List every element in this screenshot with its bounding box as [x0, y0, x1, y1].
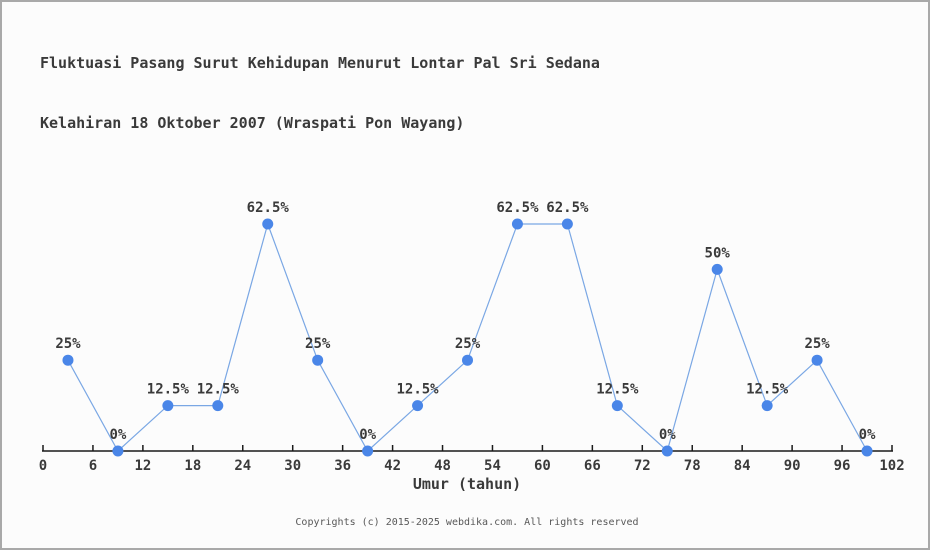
data-point — [811, 354, 823, 366]
x-axis-tick-label: 36 — [334, 458, 351, 474]
x-axis-tick-label: 0 — [39, 458, 47, 474]
data-point-label: 12.5% — [396, 382, 439, 398]
x-axis-tick-label: 102 — [879, 458, 904, 474]
data-point — [561, 218, 573, 230]
data-point-label: 25% — [305, 336, 331, 352]
x-axis-tick-label: 72 — [634, 458, 651, 474]
x-axis-tick-label: 12 — [134, 458, 151, 474]
data-point — [112, 445, 124, 457]
x-axis-tick-label: 6 — [89, 458, 97, 474]
chart-title-line1: Fluktuasi Pasang Surut Kehidupan Menurut… — [40, 54, 600, 72]
data-point-label: 25% — [55, 336, 81, 352]
data-point-label: 0% — [659, 427, 676, 443]
data-point-label: 62.5% — [247, 200, 290, 216]
data-point — [162, 400, 174, 412]
data-point — [611, 400, 623, 412]
x-axis-tick-label: 84 — [734, 458, 751, 474]
x-axis-tick-label: 24 — [234, 458, 251, 474]
x-axis-tick-label: 66 — [584, 458, 601, 474]
data-point — [362, 445, 374, 457]
copyright-footer: Copyrights (c) 2015-2025 webdika.com. Al… — [295, 517, 639, 528]
data-point-label: 0% — [359, 427, 376, 443]
data-point-label: 12.5% — [746, 382, 789, 398]
data-point-label: 0% — [859, 427, 876, 443]
chart-title: Fluktuasi Pasang Surut Kehidupan Menurut… — [40, 13, 600, 173]
data-point — [661, 445, 673, 457]
data-point-label: 0% — [109, 427, 126, 443]
data-point-label: 25% — [804, 336, 830, 352]
data-point-label: 62.5% — [496, 200, 539, 216]
data-point — [511, 218, 523, 230]
x-axis-tick-label: 48 — [434, 458, 451, 474]
data-point — [711, 263, 723, 275]
data-point — [262, 218, 274, 230]
data-point — [412, 400, 424, 412]
data-point-label: 12.5% — [197, 382, 240, 398]
chart-title-line2: Kelahiran 18 Oktober 2007 (Wraspati Pon … — [40, 114, 465, 132]
x-axis-tick-label: 18 — [184, 458, 201, 474]
data-point — [62, 354, 74, 366]
x-axis-tick-label: 96 — [834, 458, 851, 474]
x-axis-tick-label: 60 — [534, 458, 551, 474]
x-axis-label: Umur (tahun) — [412, 475, 522, 493]
data-point-label: 12.5% — [147, 382, 190, 398]
data-point-label: 62.5% — [546, 200, 589, 216]
data-point — [761, 400, 773, 412]
x-axis-tick-label: 78 — [684, 458, 701, 474]
data-point — [312, 354, 324, 366]
x-axis-tick-label: 90 — [784, 458, 801, 474]
data-point — [212, 400, 224, 412]
x-axis-tick-label: 42 — [384, 458, 401, 474]
data-point-label: 25% — [455, 336, 481, 352]
data-point-label: 50% — [705, 245, 731, 261]
x-axis-tick-label: 54 — [484, 458, 501, 474]
data-point — [462, 354, 473, 366]
x-axis-tick-label: 30 — [284, 458, 301, 474]
data-point — [861, 445, 873, 457]
data-point-label: 12.5% — [596, 382, 639, 398]
